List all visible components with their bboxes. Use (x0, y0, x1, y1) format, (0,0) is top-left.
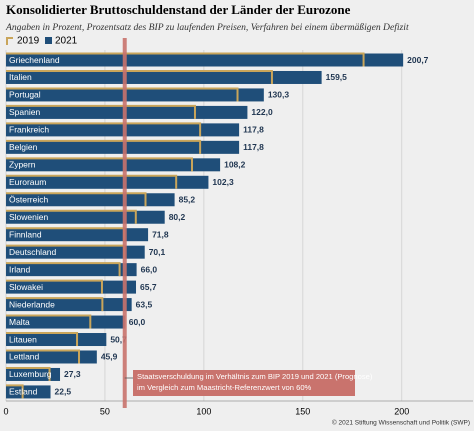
category-label: Slowenien (9, 212, 48, 222)
bar (6, 175, 209, 189)
value-label: 45,9 (101, 352, 118, 362)
bar (6, 228, 149, 242)
bar-2019 (6, 192, 147, 207)
category-label: Niederlande (9, 299, 55, 309)
legend-swatch (6, 37, 13, 45)
value-label: 66,0 (141, 264, 158, 274)
legend-label: 2021 (55, 36, 78, 47)
bar-2019 (6, 349, 81, 364)
category-label: Slowakei (9, 282, 43, 292)
value-label: 85,2 (179, 195, 196, 205)
category-label: Luxemburg (9, 369, 52, 379)
bar-2019 (6, 314, 92, 329)
x-tick-label: 0 (3, 406, 8, 416)
category-label: Belgien (9, 142, 38, 152)
category-label: Finnland (9, 229, 42, 239)
legend-label: 2019 (17, 36, 40, 47)
value-label: 117,8 (243, 142, 264, 152)
annotation-text: im Vergleich zum Maastricht-Referenzwert… (137, 383, 312, 392)
bar-2019 (6, 262, 121, 277)
bar (6, 140, 240, 154)
category-label: Lettland (9, 352, 40, 362)
value-label: 80,2 (169, 212, 186, 222)
category-label: Deutschland (9, 247, 57, 257)
chart-title: Konsolidierter Bruttoschuldenstand der L… (6, 2, 351, 17)
value-label: 22,5 (55, 387, 72, 397)
bar-2019 (6, 139, 202, 154)
value-label: 50,7 (110, 334, 127, 344)
bar-2019 (6, 69, 273, 84)
category-label: Malta (9, 317, 30, 327)
bar (6, 193, 175, 207)
category-label: Griechenland (9, 55, 60, 65)
category-label: Italien (9, 72, 32, 82)
value-label: 60,0 (129, 317, 146, 327)
value-label: 159,5 (326, 72, 348, 82)
category-label: Frankreich (9, 125, 49, 135)
x-tick-label: 100 (196, 406, 211, 416)
bar (6, 158, 221, 172)
category-label: Irland (9, 264, 31, 274)
category-label: Euroraum (9, 177, 46, 187)
bar-2019 (6, 157, 194, 172)
bar-2019 (6, 384, 24, 399)
category-label: Spanien (9, 107, 40, 117)
value-label: 200,7 (407, 55, 429, 65)
x-tick-label: 50 (100, 406, 110, 416)
bar (6, 245, 145, 259)
annotation-text: Staatsverschuldung im Verhältnis zum BIP… (137, 372, 373, 381)
bar (6, 385, 51, 399)
category-label: Estland (9, 387, 38, 397)
category-label: Österreich (9, 195, 48, 205)
value-label: 130,3 (268, 90, 290, 100)
bar-2019 (6, 104, 196, 119)
bar (6, 350, 97, 364)
bar (6, 367, 61, 381)
value-label: 27,3 (64, 369, 81, 379)
chart-subtitle: Angaben in Prozent, Prozentsatz des BIP … (5, 22, 409, 33)
x-tick-label: 150 (295, 406, 310, 416)
value-label: 102,3 (212, 177, 234, 187)
value-label: 122,0 (251, 107, 273, 117)
bar (6, 315, 125, 329)
value-label: 70,1 (149, 247, 166, 257)
bar (6, 123, 240, 137)
bar (6, 53, 404, 67)
category-label: Litauen (9, 334, 37, 344)
category-label: Portugal (9, 90, 41, 100)
bar-2019 (6, 279, 103, 294)
bar (6, 280, 137, 294)
value-label: 108,2 (224, 160, 246, 170)
annotation-box (133, 370, 355, 396)
bar (6, 333, 107, 347)
source: © 2021 Stiftung Wissenschaft und Politik… (332, 419, 470, 427)
category-label: Zypern (9, 160, 36, 170)
bar-2019 (6, 297, 104, 312)
legend-swatch (45, 37, 52, 44)
value-label: 117,8 (243, 125, 264, 135)
bar (6, 70, 322, 84)
x-tick-label: 200 (394, 406, 409, 416)
bar (6, 263, 137, 277)
value-label: 71,8 (152, 229, 169, 239)
bar-2019 (6, 87, 239, 102)
bar-2019 (6, 174, 178, 189)
bar-2019 (6, 209, 137, 224)
bar-2019 (6, 366, 51, 381)
value-label: 65,7 (140, 282, 157, 292)
bar-2019 (6, 332, 79, 347)
bar (6, 88, 264, 102)
value-label: 63,5 (136, 299, 153, 309)
bar (6, 298, 132, 312)
bar-2019 (6, 122, 202, 137)
